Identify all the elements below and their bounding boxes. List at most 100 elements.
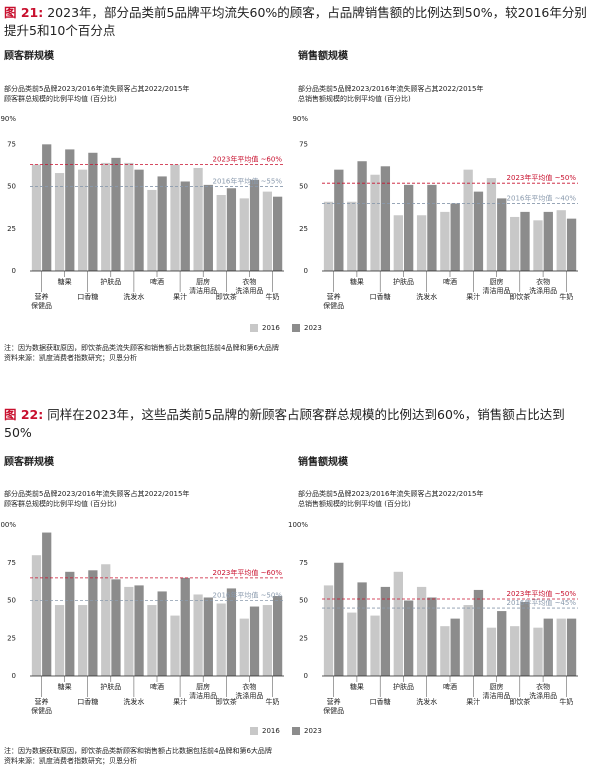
bar <box>216 195 226 271</box>
bar <box>427 184 437 271</box>
y-tick-label: 50 <box>299 597 308 605</box>
bar <box>193 167 203 271</box>
bar <box>101 162 111 271</box>
x-tick-label: 营养保健品 <box>31 292 52 310</box>
x-tick-label: 糖果 <box>58 682 72 691</box>
bar <box>497 611 507 676</box>
y-tick-label: 75 <box>7 140 16 148</box>
notes: 注：因为数据获取原因，即饮茶品类流失顾客和销售额占比数据包括前4品牌和第6大品牌… <box>4 343 279 363</box>
legend-label: 2016 <box>262 324 280 332</box>
figure-label: 图 22: <box>4 407 44 422</box>
x-tick-label: 牛奶 <box>559 697 573 706</box>
bar <box>533 627 543 676</box>
x-tick-label: 果汁 <box>173 697 187 706</box>
legend-swatch <box>292 727 300 735</box>
y-tick-label: 25 <box>299 225 308 233</box>
bar <box>272 595 283 676</box>
bar <box>31 555 42 676</box>
reference-label: 2016年平均值 ~45% <box>507 598 577 607</box>
note: 注：因为数据获取原因，即饮茶品类流失顾客和销售额占比数据包括前4品牌和第6大品牌 <box>4 344 279 352</box>
bar <box>193 594 203 676</box>
figure-label: 图 21: <box>4 5 44 20</box>
x-tick-label: 衣物洗涤用品 <box>235 277 263 295</box>
chart-heading: 销售额规模 <box>298 457 348 468</box>
label-line: 营养 <box>35 292 49 301</box>
x-tick-label: 护肤品 <box>393 682 414 691</box>
reference-label: 2023年平均值 ~50% <box>507 589 577 598</box>
chart-subtitle: 部分品类前5品牌2023/2016年流失顾客占其2022/2015年 总销售额规模… <box>298 489 483 509</box>
x-tick-label: 啤酒 <box>150 682 164 691</box>
bar <box>520 211 530 271</box>
bar <box>463 605 473 676</box>
y-tick-label: 75 <box>299 140 308 148</box>
bar <box>203 597 213 676</box>
y-tick-label: 100% <box>0 521 16 529</box>
y-tick-label: 90% <box>292 115 308 123</box>
label-line: 保健品 <box>31 706 52 715</box>
reference-label: 2016年平均值 ~40% <box>507 193 577 202</box>
x-tick-label: 营养保健品 <box>323 292 344 310</box>
bar <box>249 606 260 676</box>
x-tick-label: 营养保健品 <box>323 697 344 715</box>
x-tick-label: 糖果 <box>350 682 364 691</box>
label-line: 保健品 <box>323 706 344 715</box>
bar <box>262 605 272 676</box>
legend-swatch <box>250 727 258 735</box>
bar <box>497 198 507 271</box>
chart-subtitle: 部分品类前5品牌2023/2016年流失顾客占其2022/2015年 顾客群总规模… <box>4 489 189 509</box>
bar <box>347 612 357 676</box>
subtitle-line: 总销售额规模的比例平均值 (百分比) <box>298 500 411 508</box>
x-tick-label: 啤酒 <box>443 277 457 286</box>
bar <box>450 203 460 271</box>
x-tick-label: 厨房清洁用品 <box>483 682 511 700</box>
x-tick-label: 糖果 <box>58 277 72 286</box>
y-tick-label: 50 <box>7 597 16 605</box>
y-tick-label: 50 <box>299 183 308 191</box>
bar <box>65 571 75 676</box>
bar <box>157 176 167 271</box>
bar <box>416 586 427 676</box>
bar <box>54 173 65 271</box>
x-tick-label: 厨房清洁用品 <box>189 682 217 700</box>
bar <box>520 602 530 676</box>
bar <box>262 191 272 271</box>
y-tick-label: 0 <box>304 267 308 275</box>
y-tick-label: 75 <box>299 559 308 567</box>
bar <box>440 211 450 271</box>
bar <box>124 162 134 271</box>
x-tick-label: 即饮茶 <box>216 697 237 706</box>
subtitle-line: 部分品类前5品牌2023/2016年流失顾客占其2022/2015年 <box>298 490 484 498</box>
bar <box>486 178 497 271</box>
label-line: 厨房 <box>196 277 210 286</box>
label-line: 衣物 <box>242 277 256 286</box>
label-line: 清洁用品 <box>483 286 511 295</box>
x-tick-label: 啤酒 <box>443 682 457 691</box>
x-tick-label: 即饮茶 <box>509 697 530 706</box>
bar <box>393 215 403 271</box>
bar <box>239 618 249 676</box>
x-tick-label: 牛奶 <box>559 292 573 301</box>
bar <box>170 615 180 676</box>
x-tick-label: 衣物洗涤用品 <box>529 277 557 295</box>
bar <box>566 218 577 271</box>
bar <box>566 618 577 676</box>
label-line: 厨房 <box>490 682 504 691</box>
bar <box>334 562 344 676</box>
bar <box>533 220 543 271</box>
x-tick-label: 护肤品 <box>100 277 121 286</box>
x-tick-label: 口香糖 <box>77 292 98 301</box>
y-tick-label: 0 <box>12 267 16 275</box>
bar <box>403 600 414 676</box>
subtitle-line: 部分品类前5品牌2023/2016年流失顾客占其2022/2015年 <box>4 85 190 93</box>
label-line: 营养 <box>327 697 341 706</box>
x-tick-label: 营养保健品 <box>31 697 52 715</box>
label-line: 洗涤用品 <box>529 286 557 295</box>
x-tick-label: 果汁 <box>173 292 187 301</box>
bar <box>31 164 42 271</box>
bar <box>556 618 566 676</box>
figure-title: 图 21: 2023年，部分品类前5品牌平均流失60%的顾客，占品牌销售额的比例… <box>4 4 589 40</box>
y-tick-label: 75 <box>7 559 16 567</box>
bar <box>249 179 260 271</box>
x-tick-label: 口香糖 <box>370 697 391 706</box>
legend-swatch <box>292 324 300 332</box>
